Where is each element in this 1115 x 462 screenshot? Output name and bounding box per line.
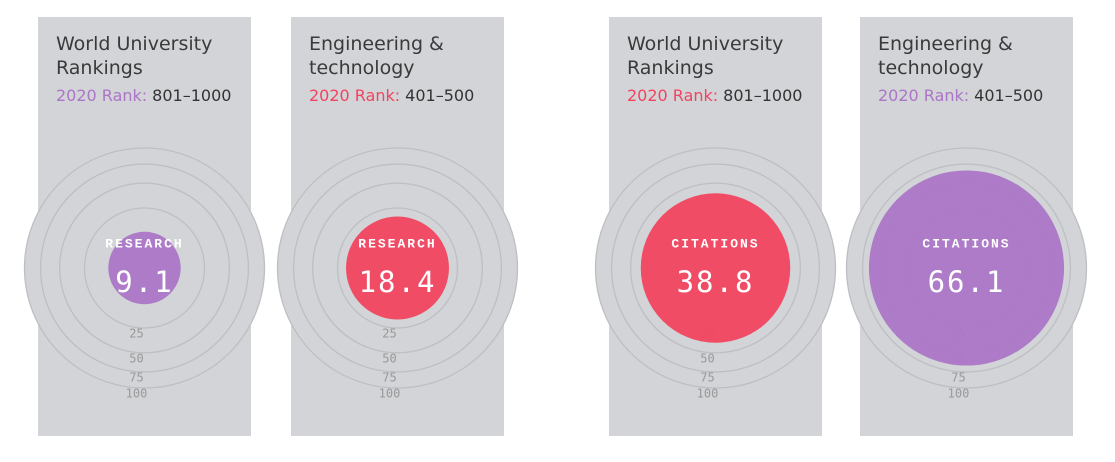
ring	[861, 163, 1072, 373]
ring-label: 75	[951, 370, 965, 384]
card-title: technology	[878, 57, 984, 79]
value-label: 38.8	[677, 265, 755, 299]
metric-label: CITATIONS	[922, 236, 1010, 251]
ring	[629, 182, 802, 354]
value-bubble	[868, 170, 1065, 366]
ring-label: 100	[697, 387, 719, 401]
ring	[39, 163, 250, 373]
card-title: technology	[309, 57, 415, 79]
rank-value: 801–1000	[723, 86, 802, 105]
ring-label: 50	[382, 351, 396, 365]
value-label: 9.1	[115, 265, 173, 299]
ring	[292, 163, 503, 373]
card-title: World University	[627, 33, 783, 55]
rank-label: 2020 Rank:	[627, 86, 718, 105]
card-title: Rankings	[56, 57, 143, 79]
value-label: 66.1	[928, 265, 1006, 299]
ring-label: 25	[129, 327, 143, 341]
value-bubble	[640, 193, 791, 343]
ring-label: 100	[948, 387, 970, 401]
ring	[58, 182, 231, 354]
card-title: Rankings	[627, 57, 714, 79]
rank-value: 801–1000	[152, 86, 231, 105]
ring-label: 75	[129, 370, 143, 384]
rank-label: 2020 Rank:	[309, 86, 400, 105]
ring-label: 75	[382, 370, 396, 384]
ring-label: 100	[126, 387, 148, 401]
ring	[594, 147, 837, 389]
card-title: Engineering &	[309, 33, 444, 55]
rank-line: 2020 Rank: 801–1000	[56, 86, 231, 105]
card-title: Engineering &	[878, 33, 1013, 55]
metric-label: RESEARCH	[105, 236, 183, 251]
value-bubble	[108, 231, 181, 305]
ring	[336, 207, 459, 329]
ring	[276, 147, 519, 389]
metric-label: CITATIONS	[671, 236, 759, 251]
rank-label: 2020 Rank:	[56, 86, 147, 105]
rank-label: 2020 Rank:	[878, 86, 969, 105]
value-bubble	[346, 216, 449, 320]
rank-line: 2020 Rank: 801–1000	[627, 86, 802, 105]
metric-label: RESEARCH	[358, 236, 436, 251]
card-title: World University	[56, 33, 212, 55]
ring	[610, 163, 821, 373]
ring	[23, 147, 266, 389]
ring-label: 100	[379, 387, 401, 401]
ring	[845, 147, 1088, 389]
rank-value: 401–500	[405, 86, 474, 105]
ring	[83, 207, 206, 329]
rank-line: 2020 Rank: 401–500	[309, 86, 474, 105]
value-label: 18.4	[359, 265, 437, 299]
rank-line: 2020 Rank: 401–500	[878, 86, 1043, 105]
rank-value: 401–500	[974, 86, 1043, 105]
ring-label: 50	[700, 351, 714, 365]
ring	[311, 182, 484, 354]
ring-label: 75	[700, 370, 714, 384]
ring-label: 50	[129, 351, 143, 365]
ring-label: 25	[382, 327, 396, 341]
